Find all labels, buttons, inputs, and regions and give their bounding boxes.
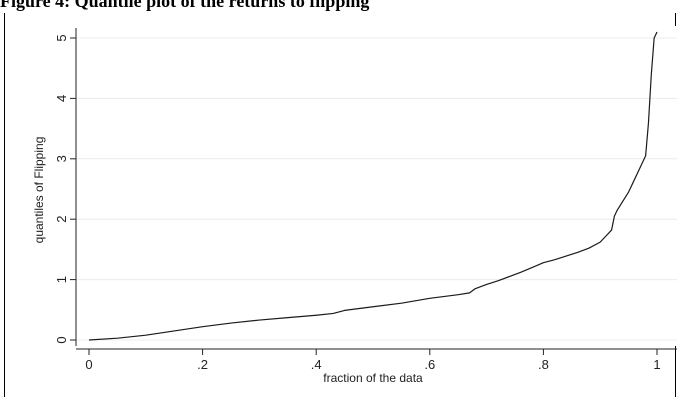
y-ticks: 0 1 2 3 4 5 — [54, 34, 76, 344]
x-ticks: 0 .2 .4 .6 .8 1 — [85, 349, 661, 372]
x-tick-label: .6 — [424, 357, 435, 372]
x-tick-label: .8 — [538, 357, 549, 372]
plot-area — [75, 26, 677, 346]
y-tick-label: 3 — [54, 155, 69, 162]
x-tick-label: .4 — [311, 357, 322, 372]
series-group — [88, 31, 658, 341]
figure-caption: Figure 4: Quantile plot of the returns t… — [0, 0, 370, 11]
x-tick-label: .2 — [197, 357, 208, 372]
x-tick-label: 1 — [653, 357, 660, 372]
y-tick-label: 4 — [54, 95, 69, 102]
series-line — [88, 31, 658, 341]
axes — [75, 28, 677, 350]
y-axis-label: quantiles of Flipping — [32, 137, 46, 244]
x-axis-label: fraction of the data — [323, 371, 423, 385]
gridlines — [77, 37, 677, 341]
x-tick-label: 0 — [85, 357, 92, 372]
y-tick-label: 2 — [54, 216, 69, 223]
y-tick-label: 5 — [54, 34, 69, 41]
y-tick-label: 0 — [54, 336, 69, 343]
y-tick-label: 1 — [54, 276, 69, 283]
